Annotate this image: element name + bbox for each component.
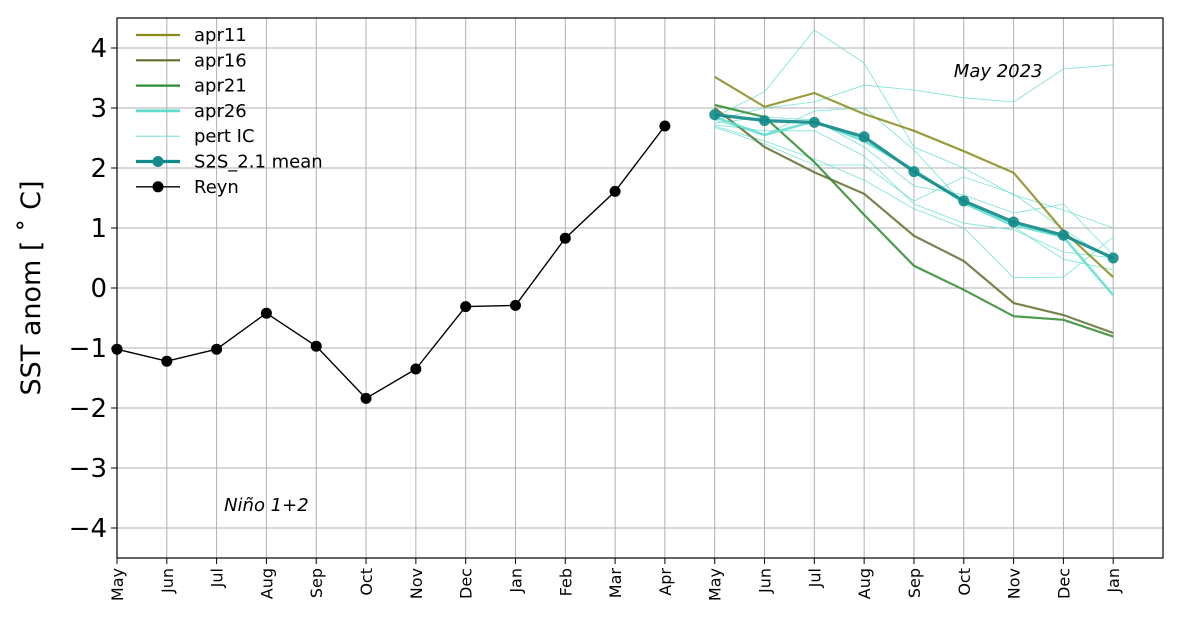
y-tick-label: −3 <box>69 454 107 484</box>
observed-point <box>360 392 372 404</box>
mean-point <box>759 115 771 127</box>
observed-point <box>659 120 671 132</box>
mean-point <box>1008 216 1020 228</box>
x-tick-label: Dec <box>457 568 476 599</box>
observed-point <box>460 301 472 313</box>
y-tick-label: −1 <box>69 334 107 364</box>
grid-lines <box>116 18 1163 558</box>
pert-member-2 <box>714 64 1114 121</box>
observed-point <box>410 363 422 375</box>
observed-line <box>116 125 666 400</box>
observed-point <box>609 185 621 197</box>
observed-series <box>111 120 671 404</box>
pert-member-6 <box>714 126 1114 262</box>
mean-point <box>1107 252 1119 264</box>
pert-member-1 <box>714 29 1114 229</box>
pert-member-5 <box>714 125 1114 279</box>
y-axis-label: SST anom [ ˚ C] <box>16 181 47 396</box>
mean-point <box>709 109 721 121</box>
legend: apr11 apr16 apr21 apr26 pert IC S2S_2.1 mean R… <box>136 25 323 198</box>
legend-label: S2S_2.1 mean <box>194 152 323 173</box>
x-tick-label: Apr <box>656 568 675 596</box>
x-tick-label: May <box>706 568 725 601</box>
x-tick-label: Jun <box>158 568 177 594</box>
x-tick-label: Sep <box>905 568 924 598</box>
x-tick-label: Aug <box>257 568 276 599</box>
observed-point <box>161 355 173 367</box>
x-tick-label: Jan <box>506 568 525 594</box>
observed-point <box>559 232 571 244</box>
mean-point <box>858 131 870 143</box>
mean-point <box>808 116 820 128</box>
mean-point <box>958 195 970 207</box>
x-tick-label: Sep <box>307 568 326 598</box>
observed-point <box>310 340 322 352</box>
ensemble-mean <box>709 109 1119 264</box>
series-apr16 <box>714 107 1114 335</box>
x-tick-label: Nov <box>1005 568 1024 599</box>
y-tick-label: −4 <box>69 514 107 544</box>
legend-marker <box>152 156 164 167</box>
legend-label: Reyn <box>194 177 239 198</box>
forecast-date-annotation: May 2023 <box>954 61 1043 82</box>
x-tick-label: Aug <box>855 568 874 599</box>
x-tick-label: Jul <box>805 568 824 588</box>
y-tick-label: −2 <box>69 394 107 424</box>
y-tick-label: 4 <box>90 34 107 64</box>
y-tick-label: 0 <box>90 274 107 304</box>
series-apr21 <box>714 103 1114 338</box>
region-annotation: Niño 1+2 <box>224 495 309 516</box>
x-tick-label: Jan <box>1104 568 1123 594</box>
legend-label: pert IC <box>194 126 255 147</box>
y-tick-label: 2 <box>90 154 107 184</box>
forecast-series <box>714 75 1115 338</box>
x-tick-label: Nov <box>407 568 426 599</box>
x-tick-label: Jun <box>756 568 775 594</box>
x-tick-label: Oct <box>955 568 974 596</box>
series-apr11 <box>714 75 1114 279</box>
x-tick-label: Feb <box>556 568 575 596</box>
legend-label: apr26 <box>194 101 247 122</box>
x-tick-label: May <box>108 568 127 601</box>
x-tick-label: Dec <box>1054 568 1073 599</box>
x-tick-label: Jul <box>208 568 227 588</box>
observed-point <box>260 307 272 319</box>
legend-label: apr16 <box>194 50 247 71</box>
x-tick-label: Oct <box>357 568 376 596</box>
pert-member-3 <box>714 116 1114 256</box>
axis-ticks: −4 −3 −2 −1 0 1 2 3 4 May Jun Jul Aug Sep Oct Nov Dec Jan… <box>69 34 1124 601</box>
legend-marker <box>152 181 164 193</box>
y-tick-label: 3 <box>90 94 107 124</box>
x-tick-label: Mar <box>606 568 625 599</box>
pert-member-7 <box>714 107 1114 271</box>
mean-point <box>908 166 920 178</box>
observed-point <box>509 299 521 311</box>
legend-label: apr11 <box>194 25 247 46</box>
observed-point <box>211 343 223 355</box>
y-tick-label: 1 <box>90 214 107 244</box>
mean-point <box>1057 229 1069 241</box>
legend-label: apr21 <box>194 76 247 97</box>
